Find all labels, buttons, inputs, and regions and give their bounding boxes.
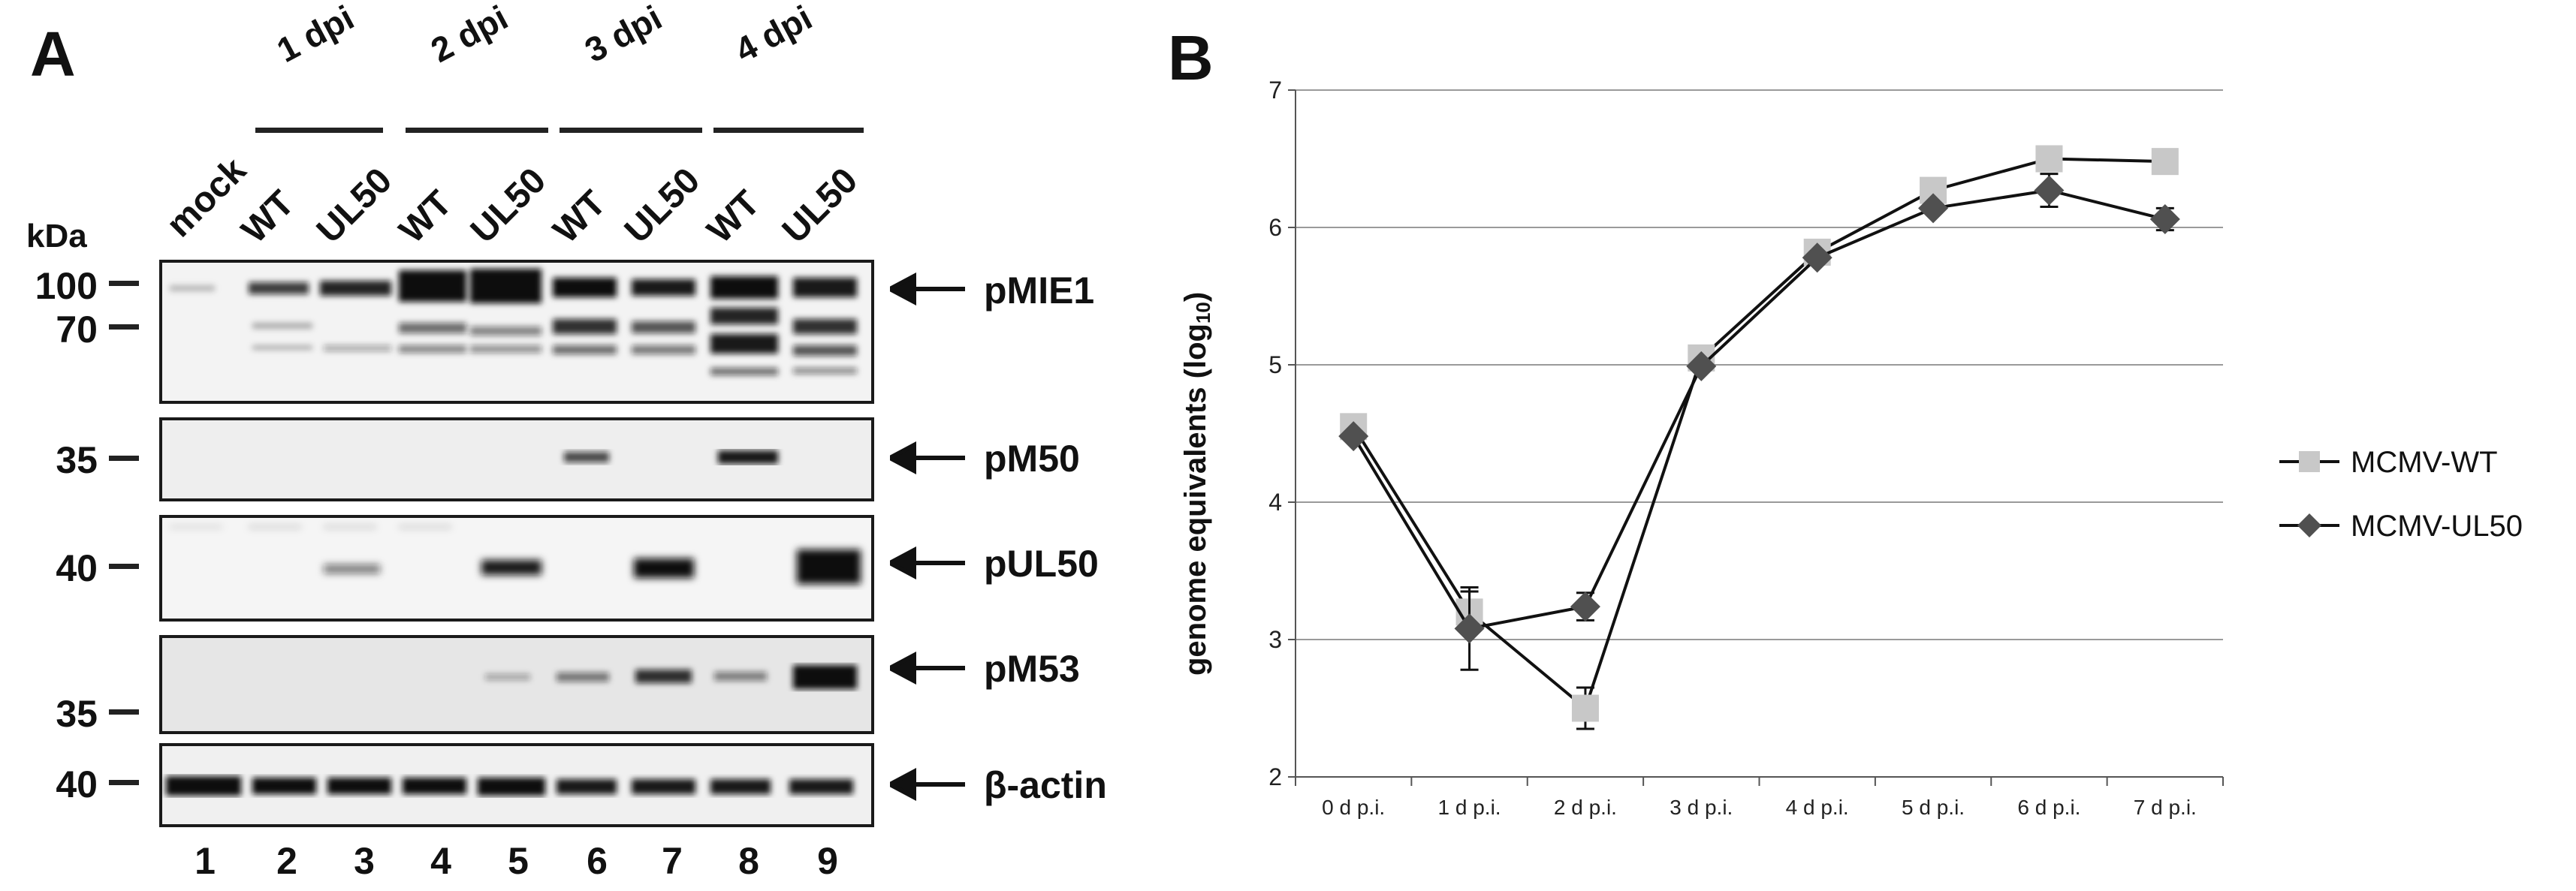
marker-35a: 35	[56, 439, 98, 481]
y-tick-label-3: 3	[1268, 626, 1282, 653]
marker-35b: 35	[56, 693, 98, 735]
y-axis-title-close: )	[1179, 291, 1212, 303]
lane-number-7: 7	[662, 840, 683, 882]
lane-label-1: mock	[158, 150, 254, 245]
band-label-beta-actin: β-actin	[984, 764, 1107, 806]
lane-number-9: 9	[817, 840, 838, 882]
series-line-mcmv-ul50	[1352, 188, 2166, 631]
lane-number-2: 2	[276, 840, 297, 882]
dpi-label-3: 3 dpi	[578, 0, 668, 71]
arrowhead-beta-actin	[890, 768, 916, 801]
y-tick-label-5: 5	[1268, 351, 1282, 378]
point-mcmv-ul50-6	[2034, 175, 2065, 206]
blot-pm50	[159, 417, 874, 501]
lane-number-3: 3	[354, 840, 375, 882]
dpi-label-1: 1 dpi	[270, 0, 360, 71]
blot-pm50-bands	[564, 450, 778, 464]
marker-100: 100	[35, 265, 98, 307]
dpi-bar-2	[406, 128, 548, 133]
arrowhead-pm50	[890, 441, 916, 474]
point-mcmv-ul50-7	[2149, 204, 2180, 235]
lane-label-9: UL50	[774, 160, 866, 251]
y-axis-title: genome equivalents (log10)	[1179, 292, 1215, 676]
marker-70: 70	[56, 309, 98, 351]
dpi-bar-3	[560, 128, 702, 133]
point-mcmv-wt-2	[1571, 694, 1599, 722]
legend-label-ul50: MCMV-UL50	[2351, 510, 2523, 543]
blot-beta-actin-bands	[166, 776, 853, 796]
lane-label-5: UL50	[463, 160, 554, 251]
lane-number-8: 8	[738, 840, 759, 882]
dpi-label-2: 2 dpi	[424, 0, 514, 71]
lane-number-6: 6	[587, 840, 608, 882]
lane-number-4: 4	[430, 840, 451, 882]
point-mcmv-ul50-4	[1802, 242, 1832, 273]
marker-tick-70	[109, 324, 139, 330]
lane-label-7: UL50	[617, 160, 708, 251]
arrowhead-pul50	[890, 546, 916, 579]
dpi-bar-1	[255, 128, 383, 133]
legend-marker-wt	[2299, 451, 2320, 472]
point-mcmv-wt-7	[2151, 148, 2179, 176]
marker-tick-40b	[109, 780, 139, 785]
band-label-pm50: pM50	[984, 438, 1080, 480]
y-tick-label-6: 6	[1268, 214, 1282, 241]
point-mcmv-wt-6	[2035, 145, 2063, 173]
blot-pm53	[159, 635, 874, 734]
x-tick-label-3: 3 d p.i.	[1670, 796, 1733, 819]
genome-equivalents-chart: 2 3 4 5 6 7 0 d p.i. 1 d p.i. 2 d p.i. 3 d p.i. 4 …	[1268, 77, 2224, 819]
blot-pmie1	[159, 260, 874, 404]
blot-pul50-bands	[170, 525, 861, 584]
blot-pm53-bands	[485, 665, 857, 689]
legend-marker-ul50	[2297, 513, 2321, 537]
marker-tick-35b	[109, 709, 139, 715]
kda-label: kDa	[26, 218, 87, 254]
blot-pul50	[159, 515, 874, 622]
blot-beta-actin	[159, 743, 874, 827]
marker-tick-100	[109, 281, 139, 286]
y-axis-title-text: genome equivalents (log	[1179, 324, 1212, 676]
legend-label-wt: MCMV-WT	[2351, 446, 2498, 479]
y-tick-label-7: 7	[1268, 77, 1282, 104]
point-mcmv-ul50-1	[1454, 613, 1485, 644]
dpi-label-4: 4 dpi	[728, 0, 819, 71]
x-tick-label-0: 0 d p.i.	[1322, 796, 1385, 819]
band-label-pul50: pUL50	[984, 543, 1099, 585]
x-tick-label-7: 7 d p.i.	[2134, 796, 2197, 819]
arrowhead-pm53	[890, 652, 916, 685]
x-tick-label-6: 6 d p.i.	[2017, 796, 2080, 819]
point-mcmv-ul50-0	[1338, 421, 1369, 452]
lane-number-1: 1	[195, 840, 216, 882]
point-mcmv-ul50-5	[1918, 193, 1949, 224]
panel-a-letter: A	[30, 19, 76, 89]
lane-label-6: WT	[545, 183, 614, 251]
point-mcmv-ul50-3	[1686, 351, 1717, 381]
dpi-bar-4	[713, 128, 864, 133]
y-tick-label-2: 2	[1268, 763, 1282, 790]
chart-legend-markers	[2279, 451, 2339, 537]
arrowhead-pmie1	[890, 272, 916, 306]
marker-tick-40a	[109, 564, 139, 569]
x-tick-label-2: 2 d p.i.	[1554, 796, 1617, 819]
y-tick-label-4: 4	[1268, 489, 1282, 516]
series-line-mcmv-wt	[1352, 157, 2165, 711]
lane-label-3: UL50	[309, 160, 400, 251]
band-label-pmie1: pMIE1	[984, 269, 1095, 312]
blot-pmie1-bands	[170, 269, 857, 375]
panel-b-letter: B	[1168, 23, 1214, 93]
lane-label-8: WT	[699, 183, 768, 251]
marker-tick-35a	[109, 456, 139, 461]
x-tick-label-1: 1 d p.i.	[1438, 796, 1501, 819]
x-tick-label-4: 4 d p.i.	[1786, 796, 1849, 819]
band-label-pm53: pM53	[984, 648, 1080, 690]
x-tick-label-5: 5 d p.i.	[1902, 796, 1965, 819]
point-mcmv-ul50-2	[1570, 591, 1600, 622]
y-axis-title-subscript: 10	[1192, 302, 1214, 324]
lane-number-5: 5	[508, 840, 529, 882]
lane-label-4: WT	[391, 183, 460, 251]
marker-40b: 40	[56, 763, 98, 805]
marker-40a: 40	[56, 547, 98, 589]
lane-label-2: WT	[234, 183, 303, 251]
band-arrows	[890, 272, 965, 801]
